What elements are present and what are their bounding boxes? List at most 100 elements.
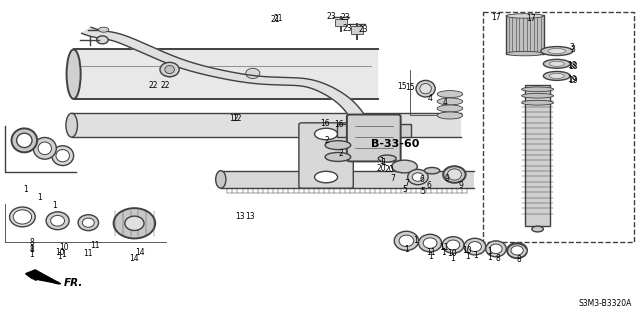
- Ellipse shape: [67, 49, 81, 99]
- Text: 3: 3: [569, 43, 574, 52]
- Text: B-33-60: B-33-60: [371, 139, 420, 149]
- Text: 1: 1: [29, 245, 35, 254]
- Ellipse shape: [10, 207, 35, 227]
- Text: 11: 11: [90, 241, 99, 250]
- Circle shape: [392, 160, 417, 173]
- Text: 1: 1: [52, 201, 57, 210]
- Bar: [394, 124, 411, 137]
- Polygon shape: [74, 49, 378, 99]
- Text: 10: 10: [447, 249, 458, 258]
- Text: 11: 11: [439, 243, 448, 252]
- Ellipse shape: [399, 235, 413, 247]
- Ellipse shape: [416, 80, 435, 97]
- Ellipse shape: [468, 241, 481, 252]
- Text: 12: 12: [232, 114, 241, 122]
- Polygon shape: [82, 27, 371, 129]
- Ellipse shape: [246, 68, 260, 78]
- Text: 22: 22: [161, 81, 170, 90]
- Text: 14: 14: [134, 248, 145, 256]
- Ellipse shape: [522, 93, 554, 98]
- Text: 23: 23: [342, 24, 353, 33]
- Ellipse shape: [437, 91, 463, 98]
- Ellipse shape: [52, 146, 74, 166]
- FancyBboxPatch shape: [347, 115, 401, 161]
- Bar: [525, 85, 550, 226]
- Ellipse shape: [325, 152, 351, 161]
- Text: 1: 1: [487, 253, 492, 262]
- Text: 5: 5: [420, 187, 425, 196]
- Polygon shape: [72, 113, 461, 137]
- FancyBboxPatch shape: [299, 123, 353, 188]
- Polygon shape: [221, 171, 474, 188]
- Circle shape: [99, 27, 109, 32]
- Text: 4: 4: [442, 98, 447, 107]
- Text: 19: 19: [568, 76, 578, 85]
- Ellipse shape: [17, 133, 32, 148]
- Bar: [335, 19, 347, 26]
- Ellipse shape: [443, 166, 466, 183]
- Ellipse shape: [83, 218, 94, 227]
- Text: 10: 10: [59, 243, 69, 252]
- Ellipse shape: [13, 210, 31, 224]
- Text: 23: 23: [340, 13, 351, 22]
- Text: 11: 11: [426, 248, 435, 256]
- Ellipse shape: [506, 14, 543, 18]
- Circle shape: [315, 171, 338, 183]
- Ellipse shape: [412, 173, 424, 181]
- Ellipse shape: [437, 98, 463, 105]
- Ellipse shape: [165, 66, 175, 74]
- Bar: [506, 15, 544, 54]
- Polygon shape: [26, 270, 61, 284]
- Ellipse shape: [378, 155, 396, 162]
- Text: 13: 13: [235, 212, 245, 221]
- Text: 15: 15: [397, 82, 407, 91]
- Bar: [351, 26, 363, 34]
- Ellipse shape: [114, 208, 156, 238]
- Ellipse shape: [437, 105, 463, 112]
- Text: 13: 13: [244, 212, 255, 221]
- Text: 1: 1: [441, 249, 446, 257]
- Ellipse shape: [507, 243, 527, 258]
- Text: 15: 15: [404, 83, 415, 92]
- Text: 1: 1: [37, 193, 42, 202]
- Text: 1: 1: [381, 158, 387, 167]
- Text: 4: 4: [428, 94, 433, 103]
- Circle shape: [315, 128, 338, 140]
- Text: 20: 20: [384, 165, 394, 174]
- Text: 6: 6: [426, 181, 431, 189]
- Ellipse shape: [423, 238, 437, 248]
- Text: 10: 10: [54, 248, 65, 256]
- Ellipse shape: [420, 84, 431, 94]
- Ellipse shape: [442, 237, 464, 253]
- Text: 11: 11: [84, 249, 93, 258]
- Ellipse shape: [51, 215, 65, 226]
- Text: 1: 1: [473, 251, 478, 260]
- Text: 1: 1: [413, 236, 419, 245]
- Text: 8: 8: [29, 238, 35, 247]
- Text: 1: 1: [57, 252, 62, 261]
- Text: 1: 1: [450, 254, 455, 263]
- Ellipse shape: [532, 226, 543, 232]
- Ellipse shape: [38, 142, 51, 155]
- Text: 8: 8: [29, 245, 35, 254]
- Bar: [337, 124, 353, 137]
- Ellipse shape: [162, 64, 178, 77]
- Ellipse shape: [216, 171, 226, 188]
- Ellipse shape: [424, 167, 440, 174]
- Ellipse shape: [490, 244, 502, 254]
- Ellipse shape: [12, 129, 37, 152]
- Ellipse shape: [464, 238, 486, 255]
- Ellipse shape: [78, 215, 99, 231]
- Ellipse shape: [549, 61, 564, 66]
- Text: 1: 1: [29, 250, 35, 259]
- Text: S3M3-B3320A: S3M3-B3320A: [579, 299, 632, 308]
- Text: 1: 1: [23, 185, 28, 194]
- Text: 18: 18: [567, 61, 576, 70]
- Text: 20: 20: [376, 164, 387, 173]
- Text: 1: 1: [379, 157, 384, 166]
- Ellipse shape: [522, 87, 554, 92]
- Ellipse shape: [56, 150, 70, 162]
- Text: 8: 8: [495, 254, 500, 263]
- Ellipse shape: [543, 71, 570, 80]
- Ellipse shape: [549, 73, 564, 78]
